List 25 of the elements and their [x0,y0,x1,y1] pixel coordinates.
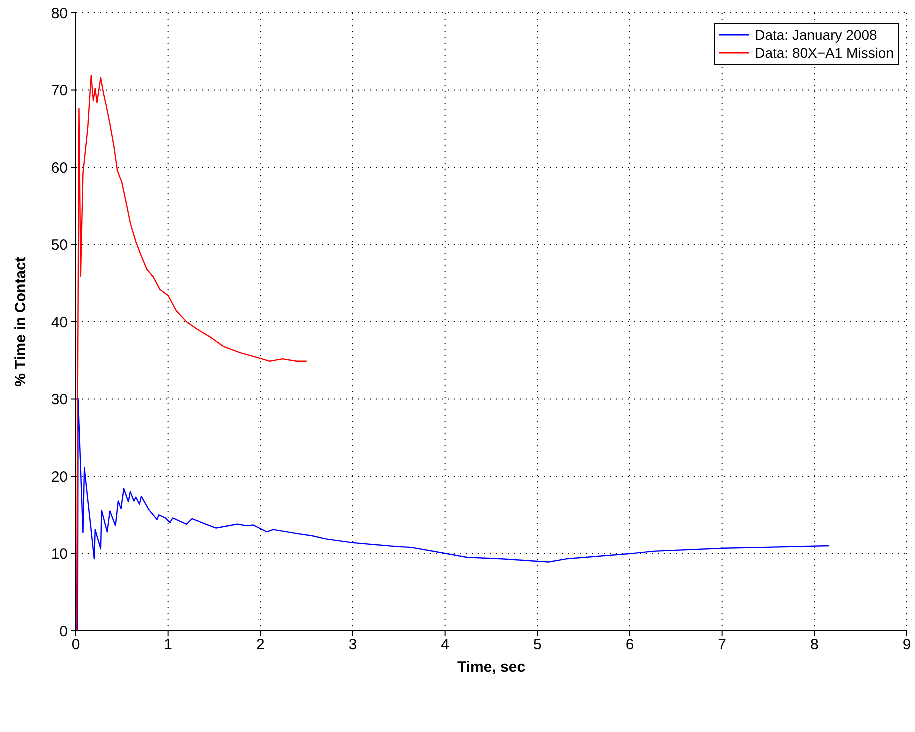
legend-label: Data: January 2008 [755,26,878,44]
y-tick-label: 50 [51,237,68,254]
x-tick-label: 9 [902,636,912,654]
y-tick-label: 20 [51,468,68,486]
x-tick-label: 7 [718,636,727,654]
x-tick-label: 0 [72,636,80,654]
x-axis-title: Time, sec [457,659,526,676]
y-tick-label: 10 [51,546,68,564]
x-tick-label: 1 [164,636,173,654]
x-tick-label: 4 [441,636,450,654]
y-tick-label: 30 [51,392,68,409]
line-series [77,398,830,631]
y-tick-label: 0 [60,623,68,640]
y-tick-label: 80 [51,5,68,22]
y-axis-title: % Time in Contact [12,257,30,387]
y-tick-label: 40 [51,314,68,332]
y-tick-label: 70 [51,82,68,100]
line-series [76,74,308,631]
x-tick-label: 2 [256,636,265,654]
x-tick-label: 5 [533,636,542,654]
x-tick-label: 8 [810,636,819,654]
y-tick-label: 60 [51,160,68,177]
x-tick-label: 6 [626,636,634,654]
x-tick-label: 3 [348,636,358,654]
legend-label: Data: 80X−A1 Mission [755,44,894,62]
